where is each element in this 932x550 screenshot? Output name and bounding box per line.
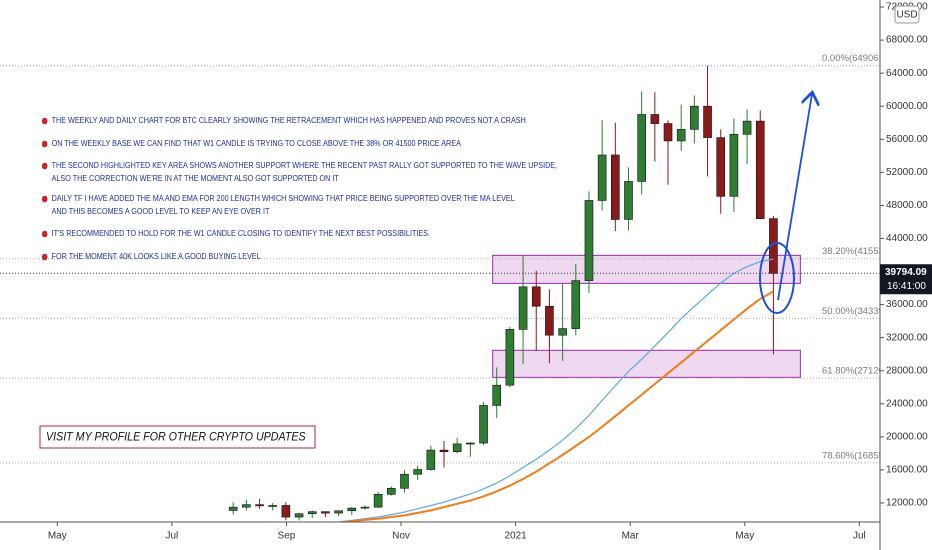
candle-body bbox=[716, 137, 726, 197]
plot-area: 0.00%(64906. 38.20%(41553. 50.00%(34339. 61… bbox=[0, 53, 886, 522]
candle-body bbox=[347, 507, 357, 512]
x-tick-label: May bbox=[735, 531, 754, 542]
x-tick-label: 2021 bbox=[505, 531, 528, 542]
candle-body bbox=[531, 286, 541, 307]
note-line: THE SECOND HIGHLIGHTED KEY AREA SHOWS AN… bbox=[52, 161, 558, 171]
fib-label: 50.00%(34339. bbox=[822, 306, 886, 317]
y-tick-label: 44000.00 bbox=[886, 233, 928, 244]
y-tick-label: 56000.00 bbox=[886, 134, 928, 145]
bullet bbox=[41, 117, 48, 125]
candle-body bbox=[663, 123, 673, 142]
candle-body bbox=[242, 504, 251, 508]
fib-label: 78.60%(16855. bbox=[822, 450, 886, 461]
candle-body bbox=[637, 114, 646, 182]
y-tick-label: 36000.00 bbox=[886, 299, 928, 310]
candle-body bbox=[518, 286, 528, 330]
notes: THE WEEKLY AND DAILY CHART FOR BTC CLEAR… bbox=[41, 116, 558, 262]
bullet bbox=[41, 162, 48, 170]
candle-body bbox=[571, 280, 581, 329]
y-tick-label: 12000.00 bbox=[886, 498, 928, 509]
bullet bbox=[41, 195, 48, 203]
candle-body bbox=[400, 473, 409, 489]
y-tick-label: 64000.00 bbox=[886, 68, 928, 79]
banner: VISIT MY PROFILE FOR OTHER CRYPTO UPDATE… bbox=[46, 431, 306, 443]
axes: 12000.00 16000.00 20000.00 24000.00 28000.00… bbox=[48, 2, 932, 542]
y-tick-label: 20000.00 bbox=[886, 432, 928, 443]
fib-label: 38.20%(41553. bbox=[822, 246, 886, 257]
candle-body bbox=[755, 120, 765, 219]
candle-body bbox=[255, 504, 264, 507]
candle-body bbox=[452, 443, 462, 453]
candle-body bbox=[307, 511, 317, 515]
candle-body bbox=[294, 513, 304, 518]
candle-body bbox=[426, 449, 436, 470]
bullet bbox=[41, 230, 48, 238]
moving-average bbox=[338, 290, 774, 522]
candle-body bbox=[334, 510, 343, 514]
candle-body bbox=[597, 154, 607, 201]
candle-body bbox=[439, 449, 449, 453]
candle-body bbox=[624, 181, 633, 220]
note-line: AND THIS BECOMES A GOOD LEVEL TO KEEP AN… bbox=[52, 207, 270, 217]
candle-body bbox=[387, 487, 396, 495]
candle-body bbox=[742, 120, 752, 135]
fib-label: 0.00%(64906. bbox=[822, 53, 881, 64]
note-line: DAILY TF I HAVE ADDED THE MA AND EMA FOR… bbox=[52, 194, 516, 204]
projection-arrow bbox=[777, 94, 812, 301]
candle-body bbox=[558, 328, 567, 336]
bullet bbox=[41, 253, 48, 261]
candle-body bbox=[281, 505, 291, 518]
x-tick-label: Sep bbox=[278, 531, 296, 542]
y-tick-label: 32000.00 bbox=[886, 332, 928, 343]
y-tick-label: 48000.00 bbox=[886, 200, 928, 211]
currency-badge bbox=[894, 5, 920, 24]
candle-body bbox=[360, 506, 370, 509]
candle-body bbox=[676, 129, 686, 142]
y-tick-label: 52000.00 bbox=[886, 167, 928, 178]
bullet bbox=[41, 140, 48, 148]
price-badge bbox=[880, 264, 932, 295]
countdown: 16:41:00 bbox=[887, 281, 926, 292]
candle-body bbox=[268, 505, 278, 507]
last-price: 39794.09 bbox=[885, 267, 927, 278]
note-line: ALSO THE CORRECTION WE'RE IN AT THE MOME… bbox=[52, 174, 339, 184]
x-tick-label: Mar bbox=[622, 531, 640, 542]
candle-body bbox=[729, 134, 739, 197]
candle-body bbox=[584, 200, 594, 281]
x-tick-label: Jul bbox=[165, 531, 178, 542]
candle-body bbox=[373, 494, 383, 508]
candle-body bbox=[413, 469, 422, 475]
y-tick-label: 24000.00 bbox=[886, 398, 928, 409]
y-tick-label: 28000.00 bbox=[886, 365, 928, 376]
note-line: THE WEEKLY AND DAILY CHART FOR BTC CLEAR… bbox=[52, 116, 527, 126]
candle-body bbox=[505, 329, 515, 386]
candle-body bbox=[690, 105, 699, 130]
x-tick-label: Jul bbox=[853, 531, 866, 542]
fib-label: 61.80%(27126. bbox=[822, 365, 886, 376]
x-tick-label: Nov bbox=[392, 531, 410, 542]
candle-body bbox=[479, 405, 488, 444]
note-line: ON THE WEEKLY BASE WE CAN FIND THAT W1 C… bbox=[52, 139, 462, 149]
candle-body bbox=[611, 154, 620, 220]
candle-body bbox=[228, 506, 238, 511]
y-tick-label: 16000.00 bbox=[886, 465, 928, 476]
support-zone bbox=[492, 254, 801, 284]
candle-body bbox=[545, 305, 554, 336]
candle-body bbox=[466, 442, 475, 445]
candle-body bbox=[492, 384, 502, 406]
banner-box bbox=[39, 425, 316, 449]
candle-body bbox=[703, 105, 712, 138]
note-line: FOR THE MOMENT 40K LOOKS LIKE A GOOD BUY… bbox=[52, 252, 262, 262]
candle-body bbox=[650, 114, 660, 124]
highlight-ellipse bbox=[759, 242, 795, 314]
note-line: IT'S RECOMMENDED TO HOLD FOR THE W1 CAND… bbox=[52, 229, 430, 239]
currency: USD bbox=[896, 10, 917, 21]
y-tick-label: 60000.00 bbox=[886, 101, 928, 112]
x-tick-label: May bbox=[48, 531, 67, 542]
y-tick-label: 68000.00 bbox=[886, 35, 928, 46]
moving-average bbox=[338, 258, 774, 522]
candle-body bbox=[321, 511, 330, 514]
